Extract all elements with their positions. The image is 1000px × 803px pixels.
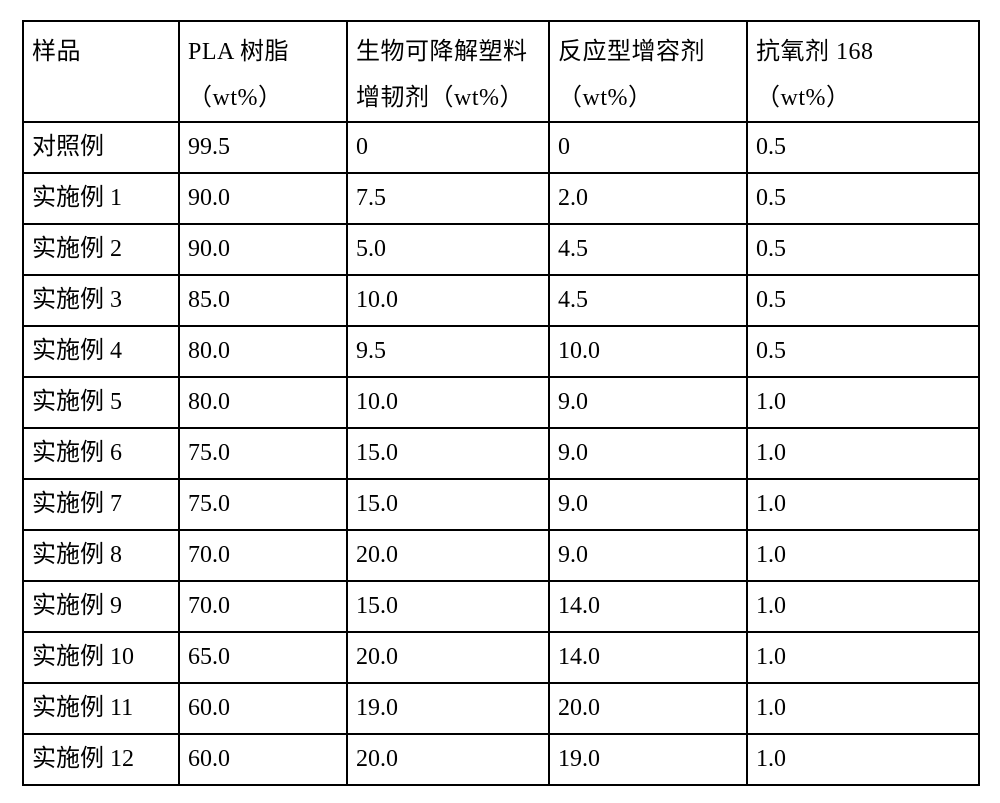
cell-sample: 实施例 11: [23, 683, 179, 734]
cell-anti: 1.0: [747, 734, 979, 785]
cell-sample: 实施例 7: [23, 479, 179, 530]
cell-react: 9.0: [549, 377, 747, 428]
cell-pla: 70.0: [179, 530, 347, 581]
cell-anti: 0.5: [747, 275, 979, 326]
cell-bio: 0: [347, 122, 549, 173]
cell-sample: 实施例 4: [23, 326, 179, 377]
col-header-anti-l1: 抗氧剂 168: [756, 39, 874, 65]
cell-react: 14.0: [549, 581, 747, 632]
table-row: 实施例 7 75.0 15.0 9.0 1.0: [23, 479, 979, 530]
cell-anti: 0.5: [747, 326, 979, 377]
col-header-pla-l1: PLA 树脂: [188, 39, 289, 65]
cell-bio: 9.5: [347, 326, 549, 377]
cell-pla: 65.0: [179, 632, 347, 683]
cell-react: 10.0: [549, 326, 747, 377]
cell-bio: 19.0: [347, 683, 549, 734]
cell-anti: 1.0: [747, 377, 979, 428]
cell-react: 4.5: [549, 224, 747, 275]
cell-react: 19.0: [549, 734, 747, 785]
cell-anti: 1.0: [747, 581, 979, 632]
cell-pla: 85.0: [179, 275, 347, 326]
cell-pla: 75.0: [179, 428, 347, 479]
cell-sample: 实施例 5: [23, 377, 179, 428]
col-header-sample: 样品: [23, 21, 179, 122]
cell-react: 20.0: [549, 683, 747, 734]
cell-sample: 实施例 1: [23, 173, 179, 224]
cell-react: 0: [549, 122, 747, 173]
cell-bio: 15.0: [347, 581, 549, 632]
col-header-react-l1: 反应型增容剂: [558, 39, 705, 65]
cell-sample: 实施例 8: [23, 530, 179, 581]
table-row: 实施例 9 70.0 15.0 14.0 1.0: [23, 581, 979, 632]
cell-anti: 1.0: [747, 683, 979, 734]
cell-bio: 7.5: [347, 173, 549, 224]
table-row: 实施例 8 70.0 20.0 9.0 1.0: [23, 530, 979, 581]
cell-sample: 实施例 3: [23, 275, 179, 326]
cell-react: 9.0: [549, 479, 747, 530]
cell-react: 9.0: [549, 428, 747, 479]
cell-bio: 15.0: [347, 428, 549, 479]
cell-anti: 1.0: [747, 428, 979, 479]
col-header-sample-l1: 样品: [32, 39, 81, 65]
cell-sample: 实施例 6: [23, 428, 179, 479]
cell-pla: 80.0: [179, 326, 347, 377]
cell-pla: 80.0: [179, 377, 347, 428]
col-header-bio-l1: 生物可降解塑料: [356, 39, 528, 65]
table-row: 实施例 2 90.0 5.0 4.5 0.5: [23, 224, 979, 275]
table-row: 实施例 5 80.0 10.0 9.0 1.0: [23, 377, 979, 428]
table-row: 实施例 6 75.0 15.0 9.0 1.0: [23, 428, 979, 479]
composition-table: 样品 PLA 树脂 （wt%） 生物可降解塑料 增韧剂（wt%） 反应型增容剂 …: [22, 20, 980, 786]
table-header-row: 样品 PLA 树脂 （wt%） 生物可降解塑料 增韧剂（wt%） 反应型增容剂 …: [23, 21, 979, 122]
cell-anti: 1.0: [747, 479, 979, 530]
cell-pla: 60.0: [179, 734, 347, 785]
cell-bio: 15.0: [347, 479, 549, 530]
col-header-bio: 生物可降解塑料 增韧剂（wt%）: [347, 21, 549, 122]
cell-anti: 1.0: [747, 530, 979, 581]
table-row: 实施例 1 90.0 7.5 2.0 0.5: [23, 173, 979, 224]
cell-react: 4.5: [549, 275, 747, 326]
cell-react: 14.0: [549, 632, 747, 683]
cell-sample: 实施例 9: [23, 581, 179, 632]
cell-anti: 0.5: [747, 173, 979, 224]
cell-pla: 99.5: [179, 122, 347, 173]
col-header-bio-l2: 增韧剂（wt%）: [356, 85, 524, 111]
cell-bio: 10.0: [347, 377, 549, 428]
cell-pla: 75.0: [179, 479, 347, 530]
col-header-pla-l2: （wt%）: [188, 85, 283, 111]
cell-sample: 实施例 12: [23, 734, 179, 785]
cell-bio: 10.0: [347, 275, 549, 326]
col-header-pla: PLA 树脂 （wt%）: [179, 21, 347, 122]
cell-bio: 20.0: [347, 734, 549, 785]
table-row: 实施例 3 85.0 10.0 4.5 0.5: [23, 275, 979, 326]
table-row: 实施例 10 65.0 20.0 14.0 1.0: [23, 632, 979, 683]
cell-pla: 60.0: [179, 683, 347, 734]
table-row: 实施例 12 60.0 20.0 19.0 1.0: [23, 734, 979, 785]
table-row: 实施例 11 60.0 19.0 20.0 1.0: [23, 683, 979, 734]
cell-react: 2.0: [549, 173, 747, 224]
col-header-react: 反应型增容剂 （wt%）: [549, 21, 747, 122]
col-header-anti: 抗氧剂 168 （wt%）: [747, 21, 979, 122]
table-row: 对照例 99.5 0 0 0.5: [23, 122, 979, 173]
cell-anti: 1.0: [747, 632, 979, 683]
cell-anti: 0.5: [747, 122, 979, 173]
cell-pla: 90.0: [179, 173, 347, 224]
col-header-react-l2: （wt%）: [558, 85, 653, 111]
cell-bio: 20.0: [347, 530, 549, 581]
cell-sample: 实施例 2: [23, 224, 179, 275]
cell-bio: 20.0: [347, 632, 549, 683]
cell-anti: 0.5: [747, 224, 979, 275]
page: 样品 PLA 树脂 （wt%） 生物可降解塑料 增韧剂（wt%） 反应型增容剂 …: [0, 0, 1000, 803]
cell-pla: 70.0: [179, 581, 347, 632]
table-row: 实施例 4 80.0 9.5 10.0 0.5: [23, 326, 979, 377]
cell-sample: 对照例: [23, 122, 179, 173]
cell-sample: 实施例 10: [23, 632, 179, 683]
cell-react: 9.0: [549, 530, 747, 581]
cell-bio: 5.0: [347, 224, 549, 275]
col-header-anti-l2: （wt%）: [756, 85, 851, 111]
cell-pla: 90.0: [179, 224, 347, 275]
table-body: 对照例 99.5 0 0 0.5 实施例 1 90.0 7.5 2.0 0.5 …: [23, 122, 979, 785]
